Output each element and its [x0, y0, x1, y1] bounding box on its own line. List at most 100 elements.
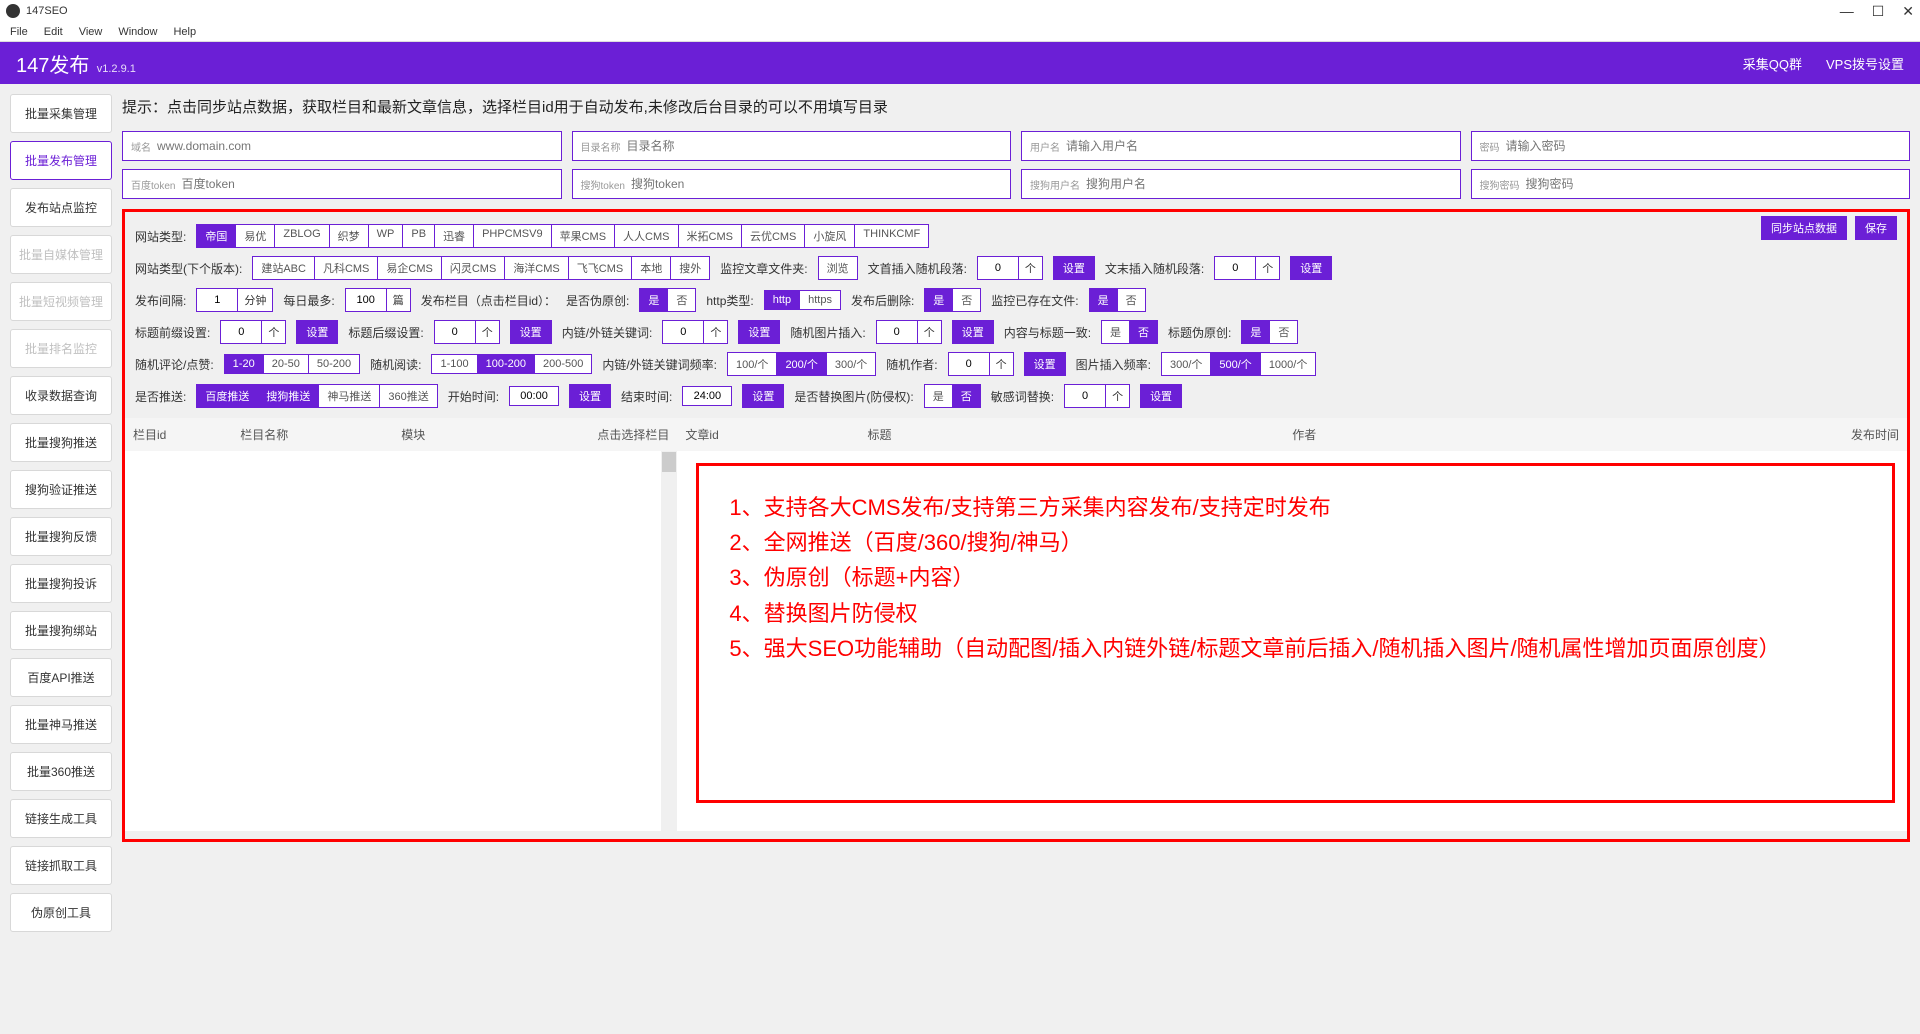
option-tag[interactable]: 500/个 [1211, 352, 1260, 376]
sidebar-item-13[interactable]: 批量神马推送 [10, 705, 112, 744]
sync-button[interactable]: 同步站点数据 [1761, 216, 1847, 240]
option-tag[interactable]: 建站ABC [252, 256, 315, 280]
insert-end-set[interactable]: 设置 [1290, 256, 1332, 280]
topbar-vps-link[interactable]: VPS拨号设置 [1826, 54, 1904, 73]
sidebar-item-2[interactable]: 发布站点监控 [10, 188, 112, 227]
sensitive-input[interactable] [1064, 384, 1106, 408]
del-no[interactable]: 否 [953, 288, 981, 312]
option-tag[interactable]: 云优CMS [742, 224, 805, 248]
sidebar-item-0[interactable]: 批量采集管理 [10, 94, 112, 133]
del-yes[interactable]: 是 [924, 288, 953, 312]
save-button[interactable]: 保存 [1855, 216, 1897, 240]
replace-yes[interactable]: 是 [924, 384, 953, 408]
option-tag[interactable]: 1000/个 [1261, 352, 1317, 376]
option-tag[interactable]: 200-500 [535, 354, 592, 374]
prefix-input[interactable] [220, 320, 262, 344]
text-input[interactable] [631, 177, 1002, 191]
img-input[interactable] [876, 320, 918, 344]
suffix-set[interactable]: 设置 [510, 320, 552, 344]
pseudo-yes[interactable]: 是 [639, 288, 668, 312]
sidebar-item-16[interactable]: 链接抓取工具 [10, 846, 112, 885]
pseudo-no[interactable]: 否 [668, 288, 696, 312]
option-tag[interactable]: 1-100 [431, 354, 477, 374]
consist-no[interactable]: 否 [1130, 320, 1158, 344]
sidebar-item-7[interactable]: 批量搜狗推送 [10, 423, 112, 462]
title-pseudo-yes[interactable]: 是 [1241, 320, 1270, 344]
option-tag[interactable]: 300/个 [827, 352, 876, 376]
text-input[interactable] [157, 139, 553, 153]
option-tag[interactable]: WP [369, 224, 404, 248]
option-tag[interactable]: 苹果CMS [552, 224, 615, 248]
sidebar-item-11[interactable]: 批量搜狗绑站 [10, 611, 112, 650]
minimize-button[interactable]: — [1840, 3, 1854, 20]
sidebar-item-9[interactable]: 批量搜狗反馈 [10, 517, 112, 556]
text-input[interactable] [627, 139, 1003, 153]
text-input[interactable] [1506, 139, 1902, 153]
insert-end-input[interactable] [1214, 256, 1256, 280]
option-tag[interactable]: 300/个 [1161, 352, 1211, 376]
http-option[interactable]: http [764, 290, 800, 310]
sidebar-item-12[interactable]: 百度API推送 [10, 658, 112, 697]
option-tag[interactable]: 易企CMS [378, 256, 441, 280]
option-tag[interactable]: 闪灵CMS [442, 256, 505, 280]
end-time-input[interactable] [682, 386, 732, 406]
https-option[interactable]: https [800, 290, 841, 310]
push-option[interactable]: 百度推送 [196, 384, 258, 408]
option-tag[interactable]: 飞飞CMS [569, 256, 632, 280]
option-tag[interactable]: 1-20 [224, 354, 264, 374]
sidebar-item-10[interactable]: 批量搜狗投诉 [10, 564, 112, 603]
option-tag[interactable]: 人人CMS [615, 224, 678, 248]
option-tag[interactable]: PHPCMSV9 [474, 224, 552, 248]
text-input[interactable] [181, 177, 552, 191]
monitor-yes[interactable]: 是 [1089, 288, 1118, 312]
sidebar-item-1[interactable]: 批量发布管理 [10, 141, 112, 180]
option-tag[interactable]: 200/个 [777, 352, 826, 376]
daily-input[interactable] [345, 288, 387, 312]
sidebar-item-8[interactable]: 搜狗验证推送 [10, 470, 112, 509]
replace-no[interactable]: 否 [953, 384, 981, 408]
option-tag[interactable]: 织梦 [330, 224, 369, 248]
start-time-input[interactable] [509, 386, 559, 406]
menu-window[interactable]: Window [112, 24, 163, 40]
prefix-set[interactable]: 设置 [296, 320, 338, 344]
option-tag[interactable]: THINKCMF [855, 224, 929, 248]
option-tag[interactable]: 本地 [632, 256, 671, 280]
push-option[interactable]: 360推送 [380, 384, 437, 408]
monitor-no[interactable]: 否 [1118, 288, 1146, 312]
keyword-set[interactable]: 设置 [738, 320, 780, 344]
menu-edit[interactable]: Edit [38, 24, 69, 40]
topbar-qq-link[interactable]: 采集QQ群 [1743, 54, 1802, 73]
option-tag[interactable]: 50-200 [309, 354, 360, 374]
menu-help[interactable]: Help [167, 24, 202, 40]
option-tag[interactable]: 100/个 [727, 352, 777, 376]
menu-file[interactable]: File [4, 24, 34, 40]
img-set[interactable]: 设置 [952, 320, 994, 344]
end-time-set[interactable]: 设置 [742, 384, 784, 408]
option-tag[interactable]: 海洋CMS [505, 256, 568, 280]
insert-start-set[interactable]: 设置 [1053, 256, 1095, 280]
text-input[interactable] [1086, 177, 1452, 191]
option-tag[interactable]: PB [403, 224, 435, 248]
option-tag[interactable]: 100-200 [478, 354, 535, 374]
keyword-input[interactable] [662, 320, 704, 344]
option-tag[interactable]: 20-50 [264, 354, 309, 374]
option-tag[interactable]: 凡科CMS [315, 256, 378, 280]
push-option[interactable]: 搜狗推送 [258, 384, 319, 408]
push-option[interactable]: 神马推送 [319, 384, 380, 408]
sidebar-item-15[interactable]: 链接生成工具 [10, 799, 112, 838]
option-tag[interactable]: ZBLOG [275, 224, 329, 248]
author-input[interactable] [948, 352, 990, 376]
sidebar-item-14[interactable]: 批量360推送 [10, 752, 112, 791]
sidebar-item-17[interactable]: 伪原创工具 [10, 893, 112, 932]
sensitive-set[interactable]: 设置 [1140, 384, 1182, 408]
browse-button[interactable]: 浏览 [818, 256, 858, 280]
author-set[interactable]: 设置 [1024, 352, 1066, 376]
option-tag[interactable]: 帝国 [196, 224, 236, 248]
interval-input[interactable] [196, 288, 238, 312]
menu-view[interactable]: View [73, 24, 109, 40]
sidebar-item-6[interactable]: 收录数据查询 [10, 376, 112, 415]
scrollbar[interactable] [661, 451, 677, 831]
start-time-set[interactable]: 设置 [569, 384, 611, 408]
maximize-button[interactable]: ☐ [1872, 3, 1885, 20]
option-tag[interactable]: 搜外 [671, 256, 710, 280]
